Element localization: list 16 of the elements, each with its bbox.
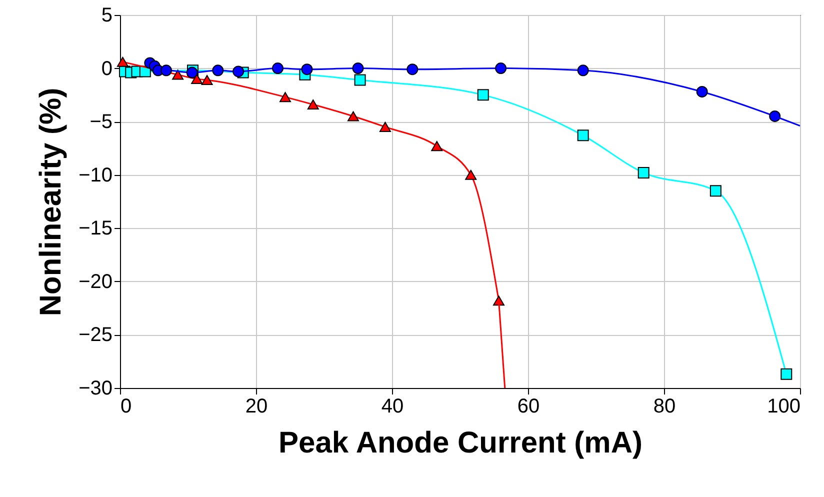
x-axis-title: Peak Anode Current (mA) [278,426,642,460]
y-tick-label: −10 [78,164,112,186]
y-tick-label: −25 [78,324,112,346]
y-tick-label: −20 [78,270,112,293]
y-tick-label: 0 [101,58,112,80]
x-tick-label: 60 [517,396,540,418]
y-tick-label: −15 [78,218,112,240]
x-tick-label: 0 [120,396,132,418]
y-axis-title: Nonlinearity (%) [34,88,68,316]
y-tick-label: −30 [78,378,112,400]
x-tick-label: 100 [767,396,800,418]
y-tick-label: −5 [90,111,112,134]
x-tick-label: 20 [245,396,268,418]
y-tick-label: 5 [101,4,112,26]
x-tick-label: 40 [381,396,404,418]
x-tick-label: 80 [653,396,676,418]
